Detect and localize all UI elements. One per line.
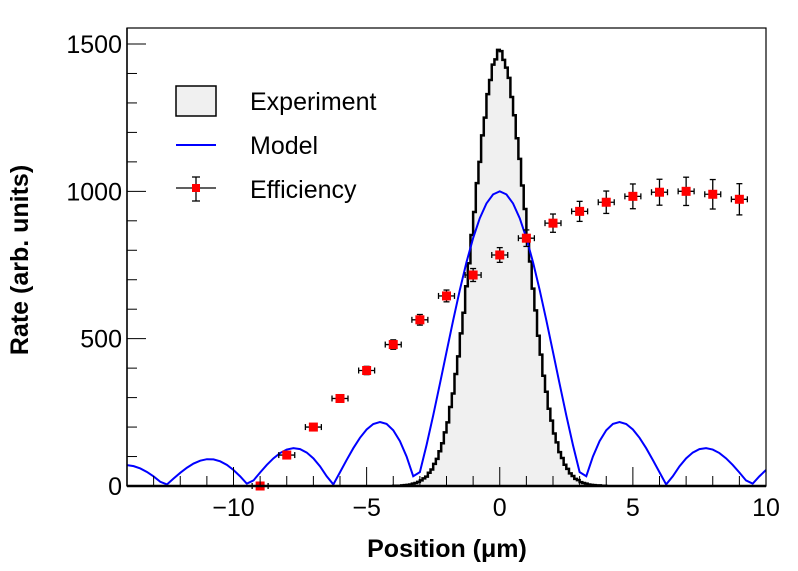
x-axis-title: Position (μm)	[367, 535, 527, 563]
efficiency-marker	[308, 422, 318, 432]
efficiency-marker	[521, 233, 531, 243]
legend-entry-experiment: Experiment	[175, 85, 376, 117]
efficiency-point	[437, 289, 456, 303]
histogram-outline	[392, 48, 608, 487]
efficiency-marker	[628, 191, 638, 201]
efficiency-point	[517, 229, 536, 248]
efficiency-marker	[388, 340, 398, 350]
legend-model-label: Model	[250, 132, 318, 160]
y-axis-title: Rate (arb. units)	[6, 165, 34, 355]
efficiency-marker	[495, 250, 505, 260]
plot-frame	[126, 27, 767, 487]
legend-efficiency-marker	[192, 184, 200, 192]
x-tick-labels: −10 −5 0 5 10	[212, 494, 780, 522]
efficiency-point	[411, 313, 429, 326]
efficiency-marker	[335, 393, 345, 403]
x-tick-label: −10	[212, 494, 254, 522]
efficiency-point	[278, 450, 296, 460]
efficiency-point	[704, 178, 722, 210]
legend-experiment-swatch	[175, 85, 217, 117]
efficiency-marker	[282, 450, 292, 460]
efficiency-marker	[548, 218, 558, 228]
legend-entry-model: Model	[176, 132, 318, 160]
legend-experiment-label: Experiment	[250, 88, 376, 116]
efficiency-point	[730, 183, 749, 216]
efficiency-point	[331, 393, 349, 403]
efficiency-marker	[655, 187, 664, 197]
x-tick-label: 5	[626, 494, 640, 522]
efficiency-point	[464, 267, 482, 283]
efficiency-point	[357, 365, 376, 376]
histogram-fill	[393, 49, 607, 486]
efficiency-point	[384, 339, 402, 350]
y-tick-label: 1000	[66, 178, 122, 206]
x-tick-label: −5	[352, 494, 381, 522]
y-tick-labels: 0 500 1000 1500	[66, 31, 122, 501]
legend-entry-efficiency: Efficiency	[176, 176, 357, 204]
x-tick-label: 0	[493, 494, 507, 522]
efficiency-marker	[708, 189, 718, 199]
efficiency-marker	[575, 206, 585, 216]
efficiency-marker	[734, 194, 744, 204]
y-tick-label: 1500	[66, 31, 122, 59]
y-tick-label: 500	[80, 326, 122, 354]
efficiency-marker	[362, 365, 372, 375]
efficiency-marker	[681, 186, 691, 196]
efficiency-point	[491, 246, 509, 263]
efficiency-point	[624, 183, 642, 210]
efficiency-marker	[415, 315, 425, 325]
x-tick-label: 10	[752, 494, 780, 522]
efficiency-point	[570, 200, 589, 223]
efficiency-marker	[468, 270, 478, 280]
experiment-histogram	[392, 48, 608, 487]
legend-efficiency-label: Efficiency	[250, 176, 357, 204]
efficiency-marker	[442, 291, 451, 301]
efficiency-point	[304, 422, 323, 432]
efficiency-point	[650, 178, 669, 206]
axes	[126, 27, 767, 488]
efficiency-marker	[601, 197, 611, 207]
efficiency-point	[597, 190, 615, 215]
legend: Experiment Model Efficiency	[175, 85, 376, 204]
y-tick-label: 0	[108, 473, 122, 501]
efficiency-point	[544, 213, 562, 233]
efficiency-point	[677, 176, 695, 207]
